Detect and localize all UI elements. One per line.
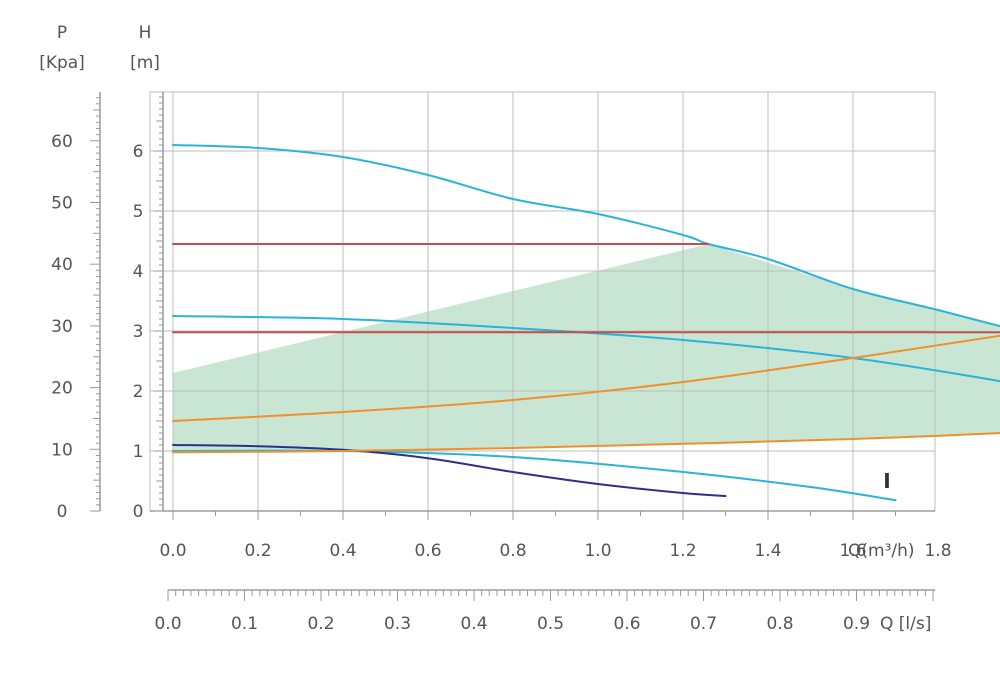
x-axis-primary-tick-label: 1.8 <box>924 541 951 561</box>
x-axis-primary-tick-label: 1.2 <box>669 541 696 561</box>
pressure-axis-tick-label: 30 <box>51 317 73 337</box>
pressure-axis-tick-label: 40 <box>51 255 73 275</box>
head-axis-tick-label: 6 <box>133 142 144 162</box>
x-axis-primary-tick-label: 0.2 <box>244 541 271 561</box>
pressure-axis-tick-label: 20 <box>51 379 73 399</box>
head-axis-tick-label: 2 <box>133 382 144 402</box>
x-axis-primary-tick-label: 0.8 <box>499 541 526 561</box>
pressure-axis-tick-label: 50 <box>51 194 73 214</box>
head-axis-tick-label: 5 <box>133 202 144 222</box>
x-axis-secondary-tick-label: 0.1 <box>231 614 258 634</box>
series-group <box>172 144 1000 502</box>
x-axis-secondary-tick-label: 0.2 <box>307 614 334 634</box>
x-axis-primary-tick-label: 1.0 <box>584 541 611 561</box>
x-axis-secondary-tick-label: 0.7 <box>690 614 717 634</box>
pressure-axis-tick-label: 0 <box>57 502 68 522</box>
series-line-ii <box>172 315 1000 383</box>
head-axis-symbol: H <box>139 23 152 43</box>
series-line-curve-3 <box>172 444 727 497</box>
x-axis-primary-tick-label: 1.4 <box>754 541 781 561</box>
pressure-axis-symbol: P <box>57 23 67 43</box>
head-axis-tick-label: 4 <box>133 262 144 282</box>
x-axis-secondary-tick-label: 0.5 <box>537 614 564 634</box>
x-axis-secondary-tick-label: 0.4 <box>460 614 487 634</box>
x-axis-secondary-tick-label: 0.6 <box>613 614 640 634</box>
head-axis-unit: [m] <box>130 53 160 73</box>
operating-region <box>173 244 1000 453</box>
x-axis-secondary-tick-label: 0.0 <box>154 614 181 634</box>
head-axis-tick-label: 1 <box>133 442 144 462</box>
x-axis-primary-tick-label: 1.6 <box>839 541 866 561</box>
operating-region-fill <box>173 244 1000 453</box>
x-axis-primary-tick-label: 0.6 <box>414 541 441 561</box>
x-axis-secondary-tick-label: 0.9 <box>843 614 870 634</box>
x-axis-secondary-tick-label: 0.8 <box>766 614 793 634</box>
pressure-axis-tick-label: 60 <box>51 132 73 152</box>
x-axis-secondary-tick-label: 0.3 <box>384 614 411 634</box>
x-axis-primary-tick-label: 0.4 <box>329 541 356 561</box>
series-line-iii <box>172 144 1000 328</box>
flow-m3h-axis-label: Q(m³/h) <box>848 541 915 561</box>
pressure-axis-unit: [Kpa] <box>39 53 85 73</box>
x-axis-primary-tick-label: 0.0 <box>159 541 186 561</box>
pressure-axis-tick-label: 10 <box>51 440 73 460</box>
curve-label-i: I <box>883 469 890 493</box>
series-line-curve-5 <box>172 431 1000 454</box>
curve-labels: IIIIII <box>883 469 890 493</box>
flow-ls-axis-label: Q [l/s] <box>880 614 931 634</box>
head-axis-tick-label: 0 <box>133 502 144 522</box>
axes: 0.00.20.40.60.81.01.21.41.61.82.02.22.42… <box>51 92 952 634</box>
head-axis-tick-label: 3 <box>133 322 144 342</box>
series-line-curve-4 <box>172 334 1000 422</box>
